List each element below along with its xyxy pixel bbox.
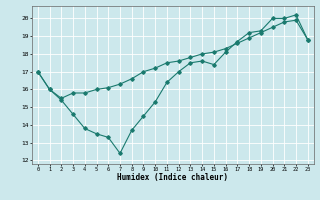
X-axis label: Humidex (Indice chaleur): Humidex (Indice chaleur)	[117, 173, 228, 182]
